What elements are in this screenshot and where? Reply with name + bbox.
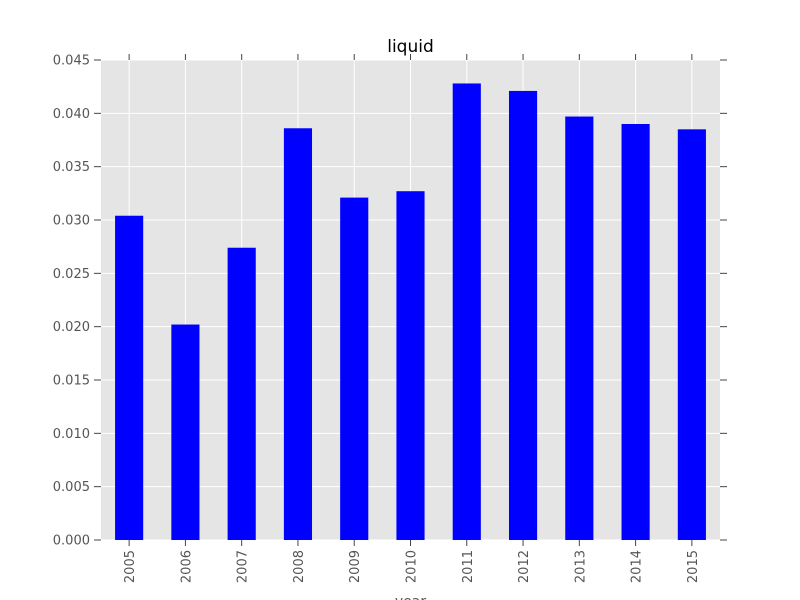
x-tick-label: 2007 — [236, 550, 251, 583]
y-tick-label: 0.010 — [53, 427, 90, 442]
bar-2006 — [171, 324, 200, 540]
bar-2011 — [452, 83, 481, 540]
bar-2010 — [396, 191, 425, 540]
chart-title: liquid — [387, 37, 434, 57]
axis-ticks — [94, 54, 727, 546]
x-tick-label: 2015 — [686, 550, 701, 583]
y-tick-label: 0.040 — [53, 107, 90, 122]
x-tick-label: 2006 — [179, 550, 194, 583]
x-tick-label: 2012 — [517, 550, 532, 583]
bar-2015 — [677, 129, 706, 541]
x-tick-label: 2008 — [292, 550, 307, 583]
bars — [115, 83, 706, 541]
y-tick-label: 0.015 — [53, 374, 90, 389]
y-tick-label: 0.020 — [53, 320, 90, 335]
y-axis-tick-labels: 0.000 0.005 0.010 0.015 0.020 0.025 0.030 0.035… — [53, 54, 90, 549]
x-tick-label: 2014 — [630, 550, 645, 583]
bar-2009 — [340, 197, 369, 540]
bar-2008 — [283, 128, 313, 540]
bar-2007 — [227, 247, 256, 540]
x-axis-tick-labels: 2005 2006 2007 2008 2009 2010 2011 2012 2013 2014… — [123, 550, 701, 583]
bar-2014 — [621, 124, 650, 540]
x-tick-label: 2013 — [573, 550, 588, 583]
bar-2012 — [508, 90, 538, 540]
x-axis-label: year — [395, 594, 426, 600]
y-tick-label: 0.025 — [53, 267, 90, 282]
x-tick-label: 2005 — [123, 550, 138, 583]
x-tick-label: 2010 — [405, 550, 420, 583]
bar-2013 — [565, 116, 594, 541]
y-tick-label: 0.045 — [53, 54, 90, 69]
y-tick-label: 0.030 — [53, 214, 90, 229]
bar-2005 — [115, 215, 144, 540]
y-tick-label: 0.035 — [53, 160, 90, 175]
y-tick-label: 0.000 — [53, 534, 90, 549]
y-tick-label: 0.005 — [53, 480, 90, 495]
x-tick-label: 2009 — [348, 550, 363, 583]
x-tick-label: 2011 — [461, 550, 476, 583]
